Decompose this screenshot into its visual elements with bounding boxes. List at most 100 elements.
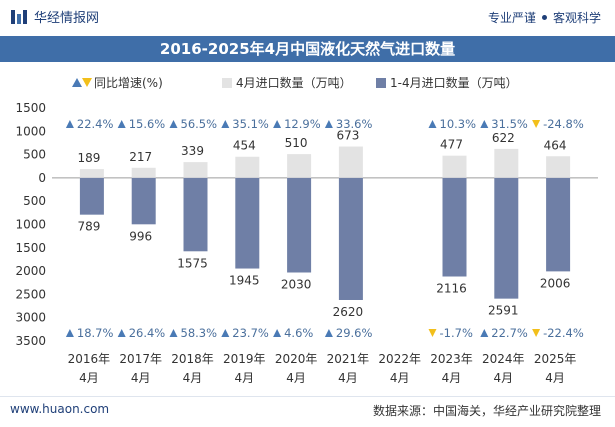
cumulative-growth-label: 29.6% [336,326,373,340]
april-bar [235,156,260,178]
cumulative-value-label: 2006 [540,276,571,290]
brand-logo-icon [11,9,27,24]
april-bar [494,148,519,178]
x-tick-label: 2018年 [171,352,214,366]
slogan-right: 客观科学 [552,11,601,25]
cumulative-growth-up-arrow-icon [324,329,333,337]
cumulative-value-label: 2620 [333,305,364,319]
y-tick-label: 500 [23,194,46,208]
brand: 华经情报网 [10,7,99,26]
april-growth-label: 22.4% [77,117,114,131]
april-bar [442,155,467,178]
april-value-label: 464 [544,138,567,152]
april-growth-label: 12.9% [284,117,321,131]
y-tick-label: 500 [23,148,46,162]
legend-april: 4月进口数量（万吨） [222,74,352,91]
footer-source: 数据来源：中国海关，华经产业研究院整理 [372,404,601,418]
cumulative-bar [338,177,363,300]
april-growth-up-arrow-icon [169,120,178,128]
legend-cumulative-swatch [376,77,386,88]
cumulative-growth-label: -22.4% [543,326,584,340]
april-value-label: 477 [440,138,463,152]
april-growth-label: 15.6% [129,117,166,131]
cumulative-growth-label: -1.7% [440,326,473,340]
april-value-label: 673 [336,129,359,143]
x-tick-label: 2016年 [68,352,111,366]
slogan-left: 专业严谨 [487,11,536,25]
april-growth-label: 31.5% [491,117,528,131]
y-tick-label: 0 [38,171,46,185]
footer-website: www.huaon.com [10,402,110,416]
x-tick-label: 2017年 [119,352,162,366]
cumulative-value-label: 1575 [177,256,208,270]
april-value-label: 339 [181,144,204,158]
cumulative-bar [546,177,571,272]
april-growth-up-arrow-icon [480,120,489,128]
legend-april-label: 4月进口数量（万吨） [236,76,352,90]
cumulative-growth-up-arrow-icon [117,329,126,337]
y-tick-label: 3500 [15,334,46,348]
april-bar [131,167,156,178]
april-growth-up-arrow-icon [324,120,333,128]
cumulative-value-label: 789 [77,220,100,234]
x-tick-label: 4月 [338,371,358,385]
x-tick-label: 4月 [442,371,462,385]
slogan: 专业严谨 客观科学 [488,9,601,26]
y-tick-label: 1500 [15,101,46,115]
legend-growth: 同比增速(%) [72,74,163,91]
cumulative-growth-up-arrow-icon [480,329,489,337]
april-growth-up-arrow-icon [65,120,74,128]
y-tick-label: 1000 [15,218,46,232]
cumulative-value-label: 2116 [436,282,467,296]
x-tick-label: 2019年 [223,352,266,366]
april-bar [79,169,104,178]
cumulative-growth-up-arrow-icon [221,329,230,337]
april-growth-up-arrow-icon [428,120,437,128]
cumulative-growth-label: 4.6% [284,326,313,340]
cumulative-value-label: 1945 [229,274,260,288]
x-tick-label: 4月 [183,371,203,385]
april-growth-up-arrow-icon [273,120,282,128]
y-tick-label: 2000 [15,264,46,278]
cumulative-growth-label: 23.7% [232,326,269,340]
x-tick-label: 2020年 [275,352,318,366]
cumulative-bar [494,177,519,299]
april-growth-label: 10.3% [440,117,477,131]
april-growth-label: 56.5% [181,117,218,131]
cumulative-growth-label: 22.7% [491,326,528,340]
top-bar: 华经情报网 专业严谨 客观科学 [0,0,615,36]
april-value-label: 622 [492,131,515,145]
april-growth-label: -24.8% [543,117,584,131]
april-bar [287,154,312,178]
x-tick-label: 4月 [79,371,99,385]
april-growth-label: 33.6% [336,117,373,131]
chart-title: 2016-2025年4月中国液化天然气进口数量 [0,36,615,62]
april-growth-down-arrow-icon [532,120,541,128]
cumulative-growth-label: 26.4% [129,326,166,340]
x-tick-label: 4月 [234,371,254,385]
april-growth-label: 35.1% [232,117,269,131]
cumulative-value-label: 2591 [488,304,519,318]
legend-cumulative: 1-4月进口数量（万吨） [376,74,518,91]
april-bar [546,156,571,178]
april-value-label: 217 [129,150,152,164]
cumulative-bar [131,177,156,225]
y-tick-label: 3000 [15,311,46,325]
cumulative-value-label: 2030 [281,277,312,291]
y-tick-label: 2500 [15,287,46,301]
cumulative-value-label: 996 [129,229,152,243]
april-value-label: 189 [77,151,100,165]
april-bar [183,162,208,178]
x-tick-label: 2021年 [327,352,370,366]
cumulative-bar [287,177,312,273]
cumulative-growth-label: 18.7% [77,326,114,340]
april-growth-up-arrow-icon [117,120,126,128]
cumulative-bar [183,177,208,252]
footer-divider [0,396,615,397]
cumulative-growth-up-arrow-icon [273,329,282,337]
dot-icon [541,15,547,20]
legend: 同比增速(%) 4月进口数量（万吨） 1-4月进口数量（万吨） [0,74,615,92]
cumulative-bar [442,177,467,277]
brand-name: 华经情报网 [34,11,100,26]
